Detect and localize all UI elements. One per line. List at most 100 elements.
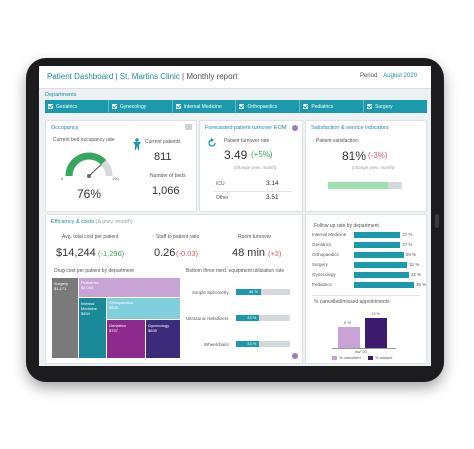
equipment-bar-track: 46 % <box>236 289 290 295</box>
expand-icon[interactable] <box>185 124 192 130</box>
drug-cost-treemap: Surgery $1,171 Pediatrics $1,083 Internal … <box>52 278 180 358</box>
dept-filter-internal-medicine[interactable]: Internal Medicine <box>173 100 237 113</box>
treemap-cell-internal-medicine[interactable]: Internal Medicine $934 <box>79 298 106 358</box>
satisfaction-bar-fill <box>328 182 388 189</box>
dept-filter-label: Pediatrics <box>311 103 334 110</box>
occupancy-title: Occupancy <box>51 125 79 131</box>
occupancy-rate-value: 76% <box>77 187 102 201</box>
dept-filter-label: Orthopaedics <box>247 103 278 110</box>
treemap-cell-value: $934 <box>81 311 90 316</box>
satisfaction-value: 81% <box>342 149 367 163</box>
followup-dept-label: Gynecology <box>312 272 336 277</box>
turnover-row-value: 3.51 <box>266 194 279 201</box>
followup-bar-value: 31 % <box>409 262 420 267</box>
legend-swatch-missed <box>368 356 373 360</box>
dept-filter-geriatrics[interactable]: Geriatrics <box>45 100 109 113</box>
kpi-change: (+2) <box>268 249 282 258</box>
treemap-cell-pediatrics[interactable]: Pediatrics $1,083 <box>79 278 180 297</box>
cancelled-bar-value: 13 % <box>371 311 381 316</box>
satisfaction-label: Patient satisfaction <box>316 138 358 144</box>
treemap-cell-value: $639 <box>148 328 157 333</box>
dashboard-screen: Patient Dashboard | St. Martins Clinic |… <box>39 66 431 366</box>
treemap-cell-name: Orthopaedics <box>109 300 133 305</box>
info-icon[interactable] <box>292 353 298 359</box>
equipment-bar-value: 46 % <box>248 289 258 294</box>
refresh-icon <box>208 138 216 147</box>
checkbox-icon[interactable] <box>239 104 245 109</box>
treemap-cell-value: $826 <box>109 305 118 310</box>
turnover-rate-label: Patient turnover rate <box>224 138 270 144</box>
satisfaction-change-note: (change prev. month) <box>352 165 395 170</box>
followup-bar-value: 27 % <box>402 232 413 237</box>
turnover-row-label: Other <box>216 195 229 201</box>
treemap-cell-name: Surgery <box>54 281 69 286</box>
legend-swatch-cancelled <box>332 356 337 360</box>
turnover-title: Forecasted patient turnover EOM <box>205 125 287 131</box>
treemap-cell-geriatrics[interactable]: Geriatrics $757 <box>107 320 145 358</box>
kpi-label: Room turnover <box>238 234 272 240</box>
occupancy-panel: Occupancy Current bed occupancy rate 0 1… <box>45 120 197 212</box>
equipment-name: Wheelchairs <box>204 342 229 347</box>
kpi-label: Avg. total cost per patient <box>62 234 119 240</box>
cancelled-bar[interactable] <box>365 318 387 348</box>
kpi-value: $14,244 <box>56 247 96 259</box>
dept-filter-surgery[interactable]: Surgery <box>364 100 427 113</box>
equipment-title: Bottom three med. equipment utilization … <box>186 268 285 274</box>
page-title: Patient Dashboard | St. Martins Clinic |… <box>47 72 237 81</box>
info-icon[interactable] <box>292 125 298 131</box>
dept-filter-label: Surgery <box>375 103 393 110</box>
followup-bar[interactable] <box>354 272 409 278</box>
treemap-cell-value: $1,083 <box>81 285 94 290</box>
equipment-bar[interactable] <box>236 341 260 347</box>
dept-filter-orthopaedics[interactable]: Orthopaedics <box>236 100 301 113</box>
dept-filter-pediatrics[interactable]: Pediatrics <box>300 100 365 113</box>
checkbox-icon[interactable] <box>303 104 309 109</box>
treemap-cell-gynecology[interactable]: Gynecology $639 <box>146 320 180 358</box>
followup-dept-label: Orthopaedics <box>312 252 339 257</box>
period-value: August 2020 <box>383 73 417 79</box>
equipment-bar-track: 43 % <box>236 315 290 321</box>
followup-bar[interactable] <box>354 262 408 268</box>
treemap-cell-surgery[interactable]: Surgery $1,171 <box>52 278 78 358</box>
kpi-label: Staff to patient ratio <box>156 234 200 240</box>
equipment-bar-track: 43 % <box>236 341 290 347</box>
treemap-cell-name: Internal Medicine <box>81 301 98 311</box>
satisfaction-change: (-3%) <box>368 151 388 160</box>
followup-bar[interactable] <box>354 232 401 238</box>
divider <box>312 295 420 296</box>
kpi-value: 48 min <box>232 247 266 259</box>
turnover-rate-value: 3.49 <box>224 148 248 162</box>
cancelled-bar[interactable] <box>338 327 360 348</box>
followup-bar[interactable] <box>354 282 414 288</box>
followup-panel: Follow up rate by department Internal Me… <box>305 214 427 364</box>
equipment-name: Simple Spirometry <box>192 290 229 295</box>
dept-filter-gynecology[interactable]: Gynecology <box>109 100 173 113</box>
treemap-cell-value: $1,171 <box>54 286 67 291</box>
checkbox-icon[interactable] <box>367 104 373 109</box>
checkbox-icon[interactable] <box>111 104 117 109</box>
satisfaction-title: Satisfaction & service indicators <box>311 125 389 131</box>
current-patients-label: Current patients <box>145 139 181 145</box>
followup-bar[interactable] <box>354 252 404 258</box>
turnover-panel: Forecasted patient turnover EOM Patient … <box>199 120 303 212</box>
kpi-value: 0.26 <box>154 247 176 259</box>
kpi-change: (-0.03) <box>176 249 199 258</box>
cancelled-bar-value: 9 % <box>344 320 351 326</box>
period-selector[interactable]: Period August 2020 <box>360 73 417 79</box>
equipment-bar[interactable] <box>236 289 261 295</box>
followup-bar-value: 32 % <box>410 272 422 277</box>
cancelled-title: % cancelled/missed appointments <box>314 299 390 305</box>
legend-label: % missed <box>375 355 393 360</box>
checkbox-icon[interactable] <box>175 104 181 109</box>
title-main: Patient Dashboard | St. Martins Clinic <box>47 72 180 81</box>
cancelled-axis <box>332 348 396 349</box>
checkbox-icon[interactable] <box>48 104 53 109</box>
equipment-name: Ultrasonic Nebulizers <box>186 316 229 321</box>
gauge-max-label: 100 <box>112 176 119 181</box>
treemap-cell-orthopaedics[interactable]: Orthopaedics $826 <box>107 298 180 319</box>
divider <box>214 191 292 192</box>
followup-bar[interactable] <box>354 242 401 248</box>
occupancy-gauge <box>65 152 113 178</box>
equipment-bar[interactable] <box>236 315 260 321</box>
dashboard-header: Patient Dashboard | St. Martins Clinic |… <box>39 66 431 89</box>
